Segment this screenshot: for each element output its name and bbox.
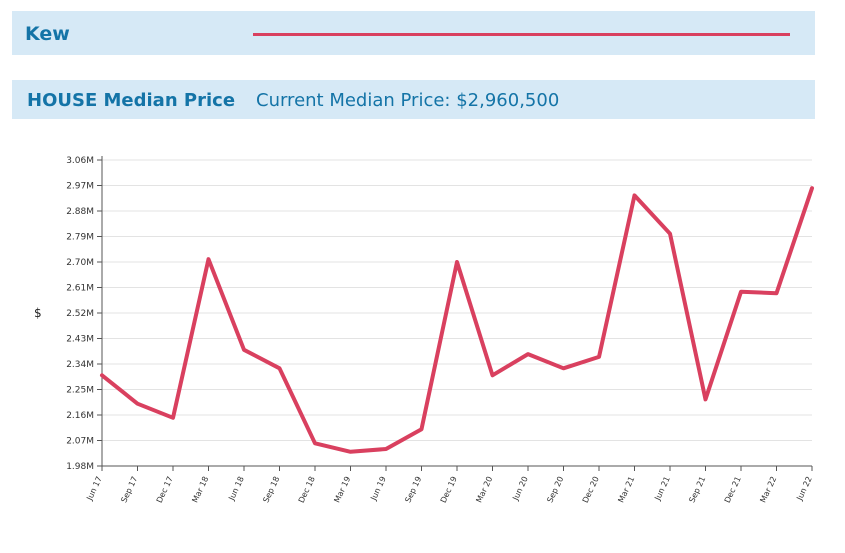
- x-tick-label: Sep 19: [403, 475, 423, 504]
- y-tick-label: 2.16M: [66, 411, 94, 421]
- title-bar: HOUSE Median Price Current Median Price:…: [12, 80, 815, 119]
- y-tick-label: 2.70M: [66, 258, 94, 268]
- chart-title: HOUSE Median Price: [27, 90, 236, 111]
- x-tick-label: Dec 18: [297, 475, 317, 504]
- y-tick-label: 2.25M: [66, 386, 94, 396]
- gridlines: [102, 159, 812, 467]
- y-tick-label: 2.97M: [66, 182, 94, 192]
- y-tick-label: 2.34M: [66, 360, 94, 370]
- series-points: [100, 186, 814, 454]
- x-tick-label: Mar 19: [332, 475, 352, 504]
- legend-bar: Kew: [12, 11, 815, 55]
- x-tick-label: Sep 17: [119, 475, 139, 504]
- y-tick-label: 2.79M: [66, 233, 94, 243]
- x-tick-label: Dec 21: [723, 475, 743, 504]
- x-tick-label: Jun 20: [511, 475, 530, 503]
- x-tick-label: Dec 19: [439, 475, 459, 504]
- x-tick-label: Sep 20: [545, 475, 565, 504]
- line-chart: 1.98M 2.07M 2.16M 2.25M 2.34M 2.43M 2.52M 2.61M…: [34, 156, 814, 504]
- x-tick-label: Sep 21: [687, 475, 707, 504]
- y-tick-label: 2.43M: [66, 335, 94, 345]
- x-tick-label: Jun 21: [653, 475, 672, 503]
- x-tick-label: Sep 18: [261, 475, 281, 504]
- x-tick-label: Mar 21: [616, 475, 636, 504]
- x-axis-ticks: Jun 17 Sep 17 Dec 17 Mar 18 Jun 18 Sep 18 Dec …: [85, 466, 814, 504]
- current-median-price: Current Median Price: $2,960,500: [256, 90, 560, 111]
- x-tick-label: Mar 18: [190, 475, 210, 504]
- x-tick-label: Dec 20: [581, 475, 601, 504]
- series-line-kew: [100, 186, 814, 454]
- y-axis-label: $: [34, 306, 42, 320]
- y-tick-label: 2.07M: [66, 437, 94, 447]
- y-tick-label: 2.88M: [66, 207, 94, 217]
- y-tick-label: 2.52M: [66, 309, 94, 319]
- x-tick-label: Jun 22: [795, 475, 814, 503]
- legend-label: Kew: [25, 23, 70, 45]
- x-tick-label: Jun 19: [369, 475, 388, 503]
- x-tick-label: Jun 17: [85, 475, 104, 503]
- y-axis-ticks: 1.98M 2.07M 2.16M 2.25M 2.34M 2.43M 2.52M 2.61M…: [66, 156, 102, 472]
- x-tick-label: Jun 18: [227, 475, 246, 503]
- x-tick-label: Mar 22: [758, 475, 778, 504]
- legend-line-swatch: [253, 33, 790, 36]
- x-tick-label: Dec 17: [155, 475, 175, 504]
- y-tick-label: 2.61M: [66, 284, 94, 294]
- y-tick-label: 3.06M: [66, 156, 94, 166]
- y-tick-label: 1.98M: [66, 462, 94, 472]
- x-tick-label: Mar 20: [474, 475, 494, 504]
